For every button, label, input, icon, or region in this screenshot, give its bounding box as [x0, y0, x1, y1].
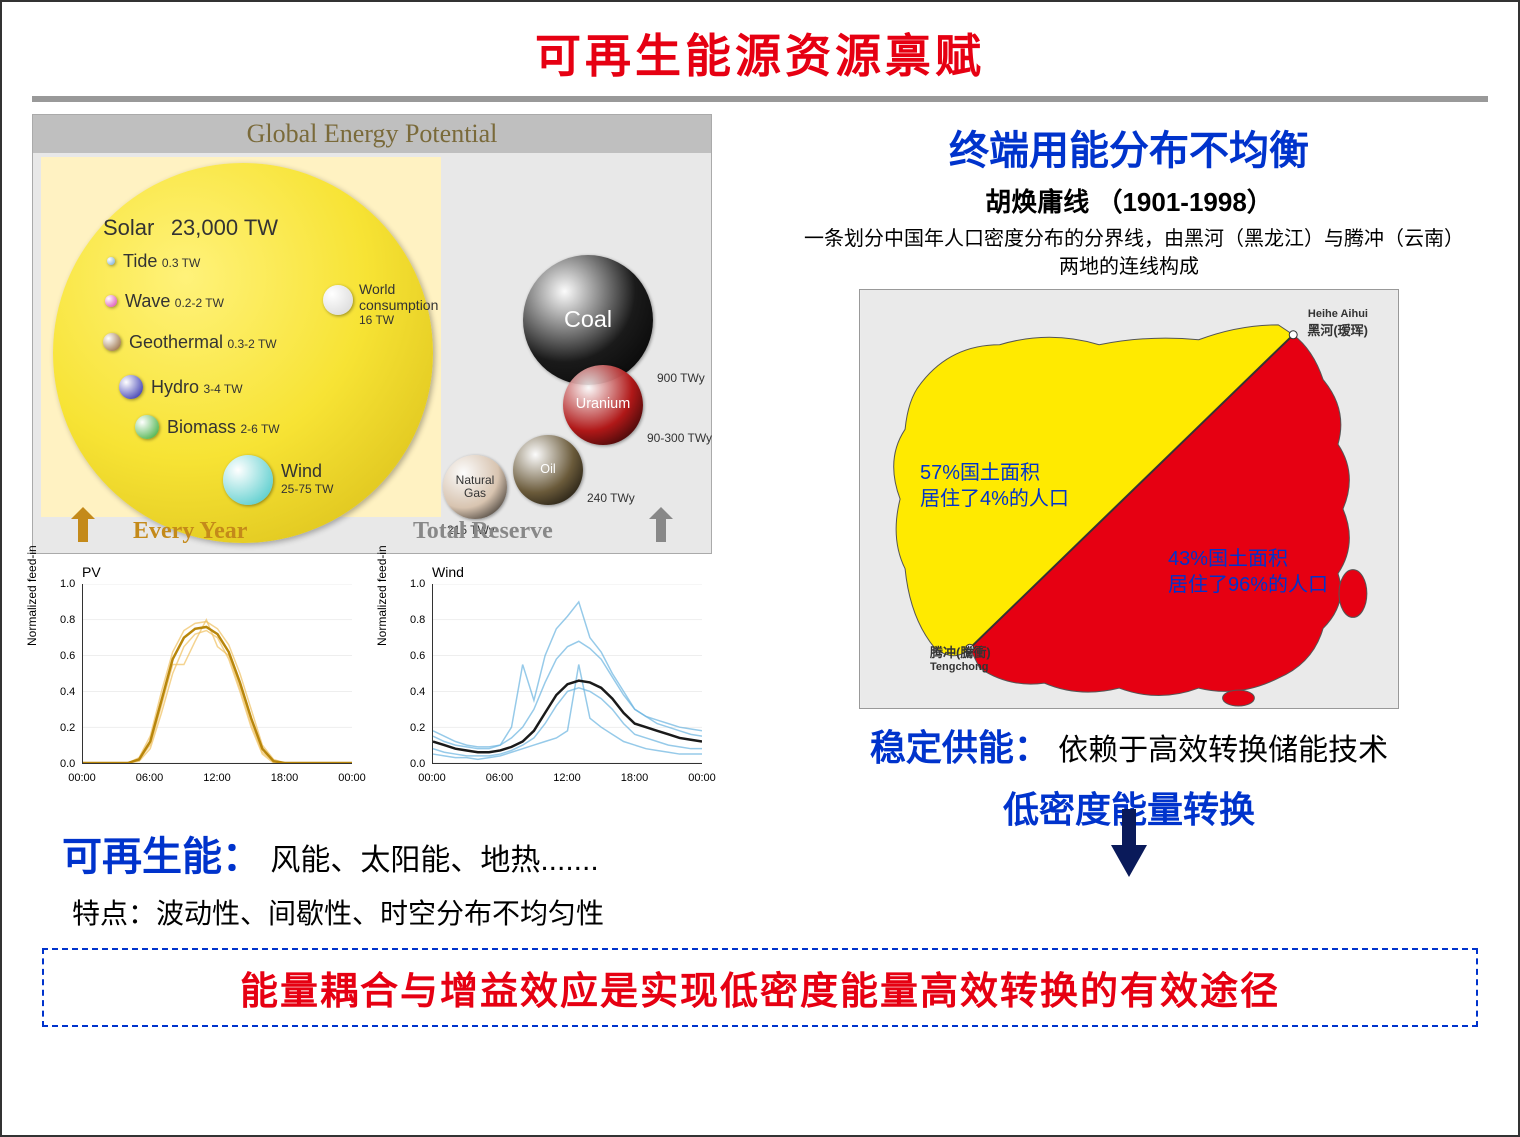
ytick: 1.0 [410, 578, 425, 590]
conclusion-box: 能量耦合与增益效应是实现低密度能量高效转换的有效途径 [42, 948, 1478, 1027]
energy-potential-panel: Global Energy Potential Solar 23,000 TW … [32, 114, 712, 554]
coal-ball: Coal [523, 255, 653, 385]
ytick: 0.4 [60, 686, 75, 698]
ytick: 1.0 [60, 578, 75, 590]
tide-ball [107, 257, 115, 265]
right-title: 终端用能分布不均衡 [770, 114, 1488, 176]
map-taiwan [1339, 570, 1367, 618]
stable-lead: 稳定供能： [870, 727, 1050, 768]
page-title: 可再生能源资源禀赋 [2, 2, 1518, 96]
tide-label: Tide 0.3 TW [123, 251, 200, 272]
uranium-ball: Uranium [563, 365, 643, 445]
ytick: 0.8 [410, 614, 425, 626]
features-line: 特点：波动性、间歇性、时空分布不均匀性 [72, 892, 750, 932]
world-consumption-label: World consumption 16 TW [359, 281, 438, 327]
xtick: 00:00 [68, 772, 96, 784]
renewable-lead: 可再生能： [62, 835, 262, 879]
xtick: 00:00 [418, 772, 446, 784]
geothermal-label: Geothermal 0.3-2 TW [129, 332, 277, 353]
heihe-marker [1289, 331, 1297, 339]
china-map: Heihe Aihui 黑河(瑷珲) 腾冲(騰衝) Tengchong 57%国… [859, 289, 1399, 709]
charts-row: PV Normalized feed-in 0.00.20.40.60.81.0… [32, 564, 750, 794]
xtick: 18:00 [621, 772, 649, 784]
solar-label: Solar 23,000 TW [103, 215, 278, 241]
wave-label: Wave 0.2-2 TW [125, 291, 224, 312]
ytick: 0.6 [60, 650, 75, 662]
pv-chart: PV Normalized feed-in 0.00.20.40.60.81.0… [32, 564, 362, 794]
wind-chart-title: Wind [432, 564, 464, 580]
wind-chart-area [432, 584, 702, 764]
right-column: 终端用能分布不均衡 胡焕庸线 （1901-1998） 一条划分中国年人口密度分布… [770, 114, 1488, 948]
ytick: 0.2 [410, 722, 425, 734]
xtick: 00:00 [688, 772, 716, 784]
geothermal-ball [103, 333, 121, 351]
left-column: Global Energy Potential Solar 23,000 TW … [32, 114, 750, 948]
natural-gas-ball: Natural Gas [443, 455, 507, 519]
ytick: 0.0 [60, 758, 75, 770]
down-arrow-icon [1111, 845, 1147, 877]
stable-supply-line: 稳定供能： 依赖于高效转换储能技术 [770, 719, 1488, 771]
renewable-rest: 风能、太阳能、地热....... [270, 844, 598, 877]
caption-every-year: Every Year [133, 518, 247, 545]
ytick: 0.4 [410, 686, 425, 698]
pv-chart-area [82, 584, 352, 764]
pv-chart-title: PV [82, 564, 101, 580]
hydro-ball [119, 375, 143, 399]
tengchong-label: 腾冲(騰衝) Tengchong [930, 642, 991, 673]
biomass-label: Biomass 2-6 TW [167, 417, 280, 438]
ytick: 0.2 [60, 722, 75, 734]
hu-line-name: 胡焕庸线 （1901-1998） [770, 182, 1488, 219]
caption-total-reserve: Total Reserve [413, 518, 553, 545]
xtick: 12:00 [553, 772, 581, 784]
total-reserve-arrow-icon [641, 507, 681, 547]
oil-ball: Oil [513, 435, 583, 505]
xtick: 18:00 [271, 772, 299, 784]
wind-ylabel: Normalized feed-in [375, 545, 389, 646]
hydro-label: Hydro 3-4 TW [151, 377, 243, 398]
pv-ylabel: Normalized feed-in [25, 545, 39, 646]
ytick: 0.8 [60, 614, 75, 626]
heihe-label: Heihe Aihui 黑河(瑷珲) [1307, 308, 1368, 339]
xtick: 06:00 [486, 772, 514, 784]
wind-ball [223, 455, 273, 505]
uranium-value: 90-300 TWy [647, 429, 712, 447]
world-consumption-ball-shape [323, 285, 353, 315]
ytick: 0.0 [410, 758, 425, 770]
west-annotation: 57%国土面积 居住了4%的人口 [920, 460, 1069, 512]
xtick: 00:00 [338, 772, 366, 784]
xtick: 06:00 [136, 772, 164, 784]
energy-panel-title: Global Energy Potential [33, 115, 711, 153]
content-row: Global Energy Potential Solar 23,000 TW … [2, 114, 1518, 948]
ytick: 0.6 [410, 650, 425, 662]
coal-value: 900 TWy [657, 369, 705, 387]
wind-chart: Wind Normalized feed-in 0.00.20.40.60.81… [382, 564, 712, 794]
every-year-arrow-icon [63, 507, 103, 547]
biomass-ball [135, 415, 159, 439]
hu-line-desc: 一条划分中国年人口密度分布的分界线，由黑河（黑龙江）与腾冲（云南）两地的连线构成 [800, 225, 1458, 281]
oil-value: 240 TWy [587, 489, 635, 507]
map-hainan [1223, 690, 1255, 706]
xtick: 12:00 [203, 772, 231, 784]
wind-label: Wind25-75 TW [281, 461, 333, 496]
stable-rest: 依赖于高效转换储能技术 [1058, 734, 1388, 767]
wave-ball [105, 295, 117, 307]
title-divider [32, 96, 1487, 102]
renewable-line: 可再生能： 风能、太阳能、地热....... [62, 824, 750, 882]
east-annotation: 43%国土面积 居住了96%的人口 [1168, 546, 1328, 598]
conclusion-text: 能量耦合与增益效应是实现低密度能量高效转换的有效途径 [64, 960, 1456, 1015]
